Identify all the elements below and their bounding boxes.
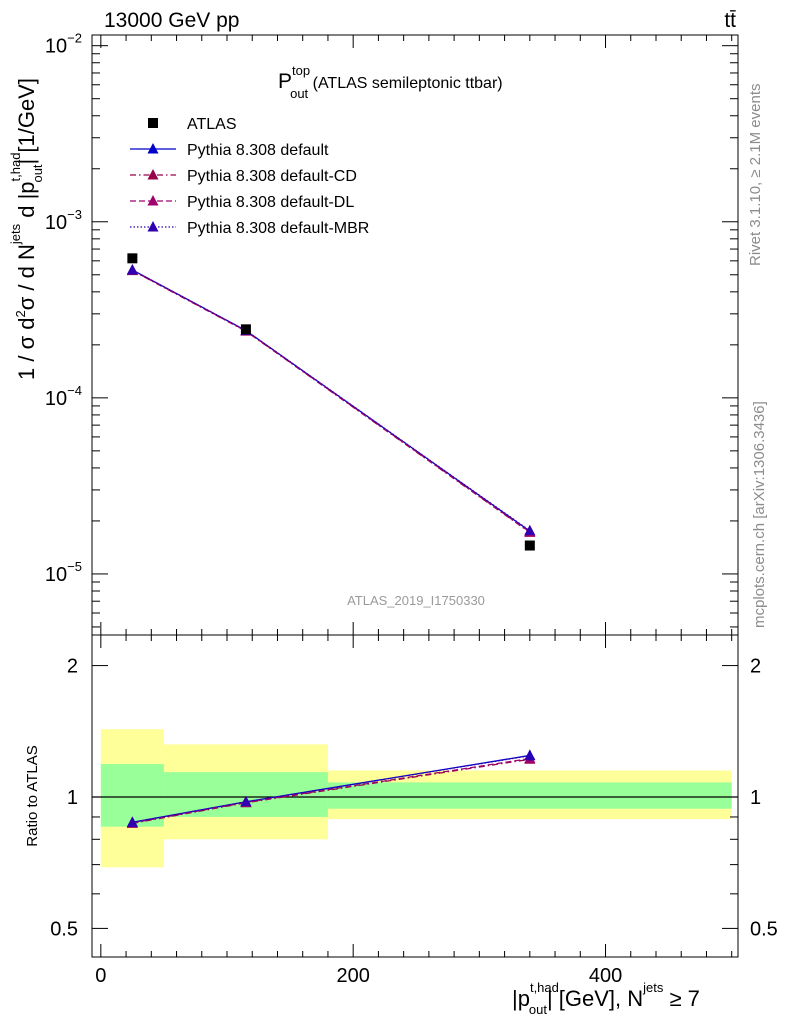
series-marker-main-3 [524,524,536,536]
y-tick-label-ratio-left: 2 [67,656,78,678]
legend-label-3: Pythia 8.308 default-MBR [187,220,369,237]
legend-marker-0 [147,143,159,154]
y-tick-label-ratio-left: 1 [67,787,78,809]
series-line-main-1 [132,270,531,533]
rivet-label: Rivet 3.1.10, ≥ 2.1M events [747,84,764,267]
uncertainty-bands [100,729,732,868]
energy-label: 13000 GeV pp [104,9,239,32]
y-tick-label-main: 10−5 [45,559,82,586]
x-tick-label: 200 [336,965,369,987]
y-tick-label-ratio-right: 1 [750,787,761,809]
series-line-main-2 [132,269,531,533]
y-tick-label-main: 10−4 [45,383,82,410]
title-main: P [278,70,292,93]
series-line-ratio-2 [132,757,530,824]
series-marker-ratio-3 [126,816,138,827]
legend-label-1: Pythia 8.308 default-CD [187,168,357,185]
plot-title: Ptop out (ATLAS semileptonic ttbar) [278,63,503,101]
y-tick-label-main: 10−2 [45,31,82,58]
band-inner-2 [327,782,732,809]
mc-series [126,263,536,828]
band-inner-1 [163,772,328,817]
axis-ticks: 0 200 400 10−5 10−4 10−3 10−2 0.5 0.5 1 1 2 2 [45,31,778,987]
series-line-main-3 [132,269,531,532]
x-axis-label: |pt,had out| [GeV], Njets ≥ 7 [512,980,700,1017]
legend-marker-1 [147,169,159,180]
title-suffix: (ATLAS semileptonic ttbar) [308,75,502,92]
x-tick-label: 0 [95,965,106,987]
ratio-ylabel: Ratio to ATLAS [24,745,41,846]
y-tick-label-main: 10−3 [45,207,82,234]
process-label: tt̄ [724,9,736,32]
y-tick-label-ratio-right: 2 [750,656,761,678]
legend-marker-atlas [148,118,158,128]
legend-label-0: Pythia 8.308 default [187,142,329,159]
legend-label-atlas: ATLAS [187,116,237,133]
data-point [127,253,138,264]
title-sup: top [292,63,310,78]
y-tick-label-ratio-left: 0.5 [50,918,78,940]
legend-marker-2 [147,195,159,206]
series-marker-ratio-3 [240,795,252,807]
series-marker-main-3 [126,264,138,275]
data-point [240,324,251,335]
data-points [127,253,535,551]
legend-marker-3 [147,221,159,232]
series-line-main-0 [132,269,531,532]
x-tick-label: 400 [589,965,622,987]
main-ylabel: 1 / σ d2σ / d Njets d |pt,had out| [1/GeV… [8,78,45,380]
mcplots-label: mcplots.cern.ch [arXiv:1306.3436] [751,401,768,628]
legend-label-2: Pythia 8.308 default-DL [187,194,354,211]
legend: ATLAS Pythia 8.308 default Pythia 8.308 de… [130,116,369,237]
ratio-panel-frame [91,634,739,958]
y-tick-label-ratio-right: 0.5 [750,918,778,940]
band-inner-0 [100,764,164,827]
analysis-id: ATLAS_2019_I1750330 [347,593,485,608]
title-sub: out [290,86,308,101]
data-point [524,540,535,551]
